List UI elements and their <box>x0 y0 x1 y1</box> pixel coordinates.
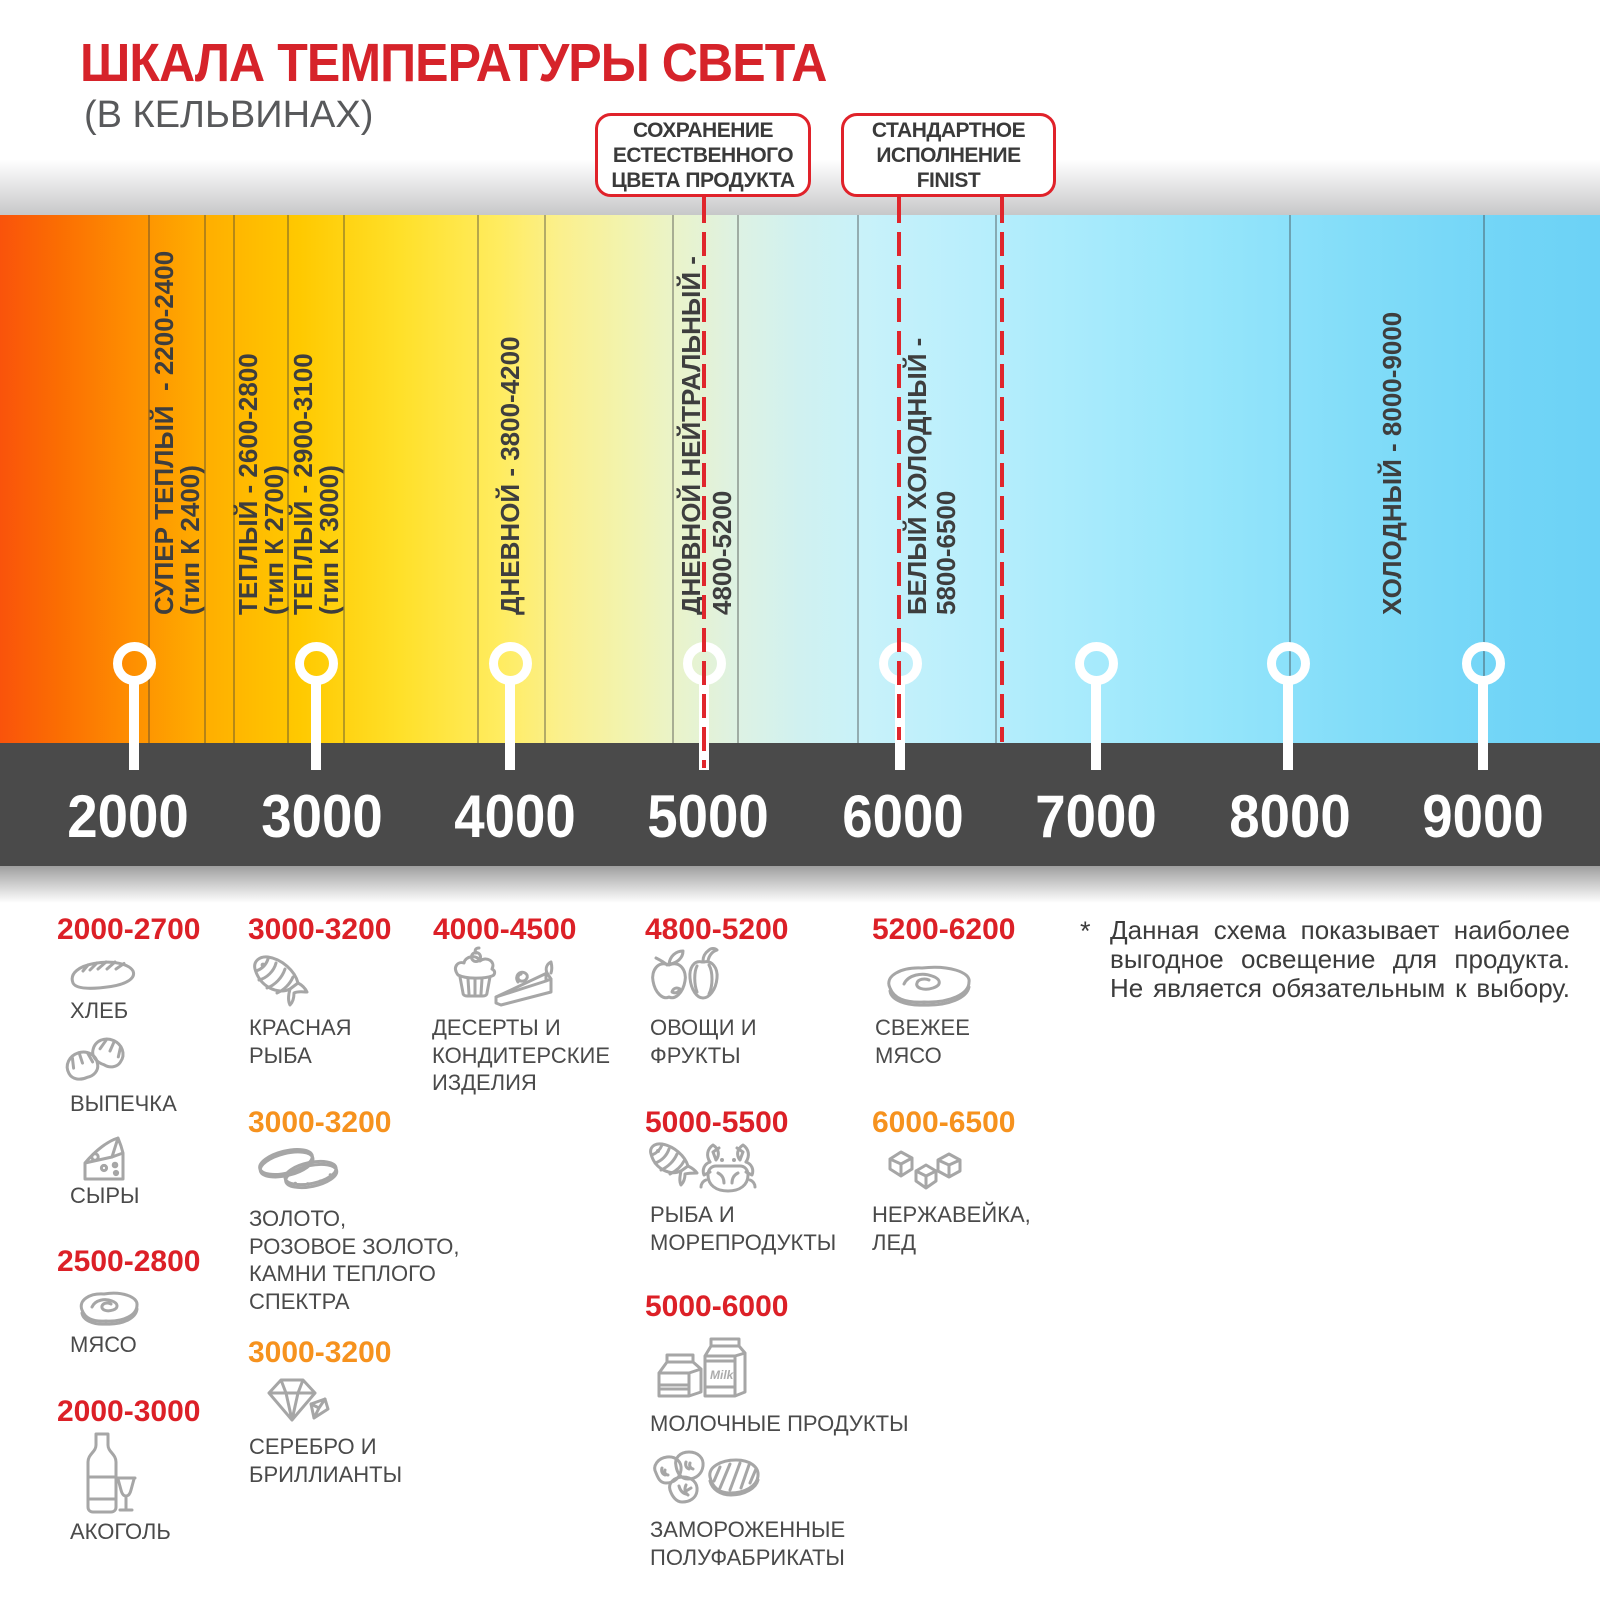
svg-text:Milk: Milk <box>710 1368 735 1382</box>
